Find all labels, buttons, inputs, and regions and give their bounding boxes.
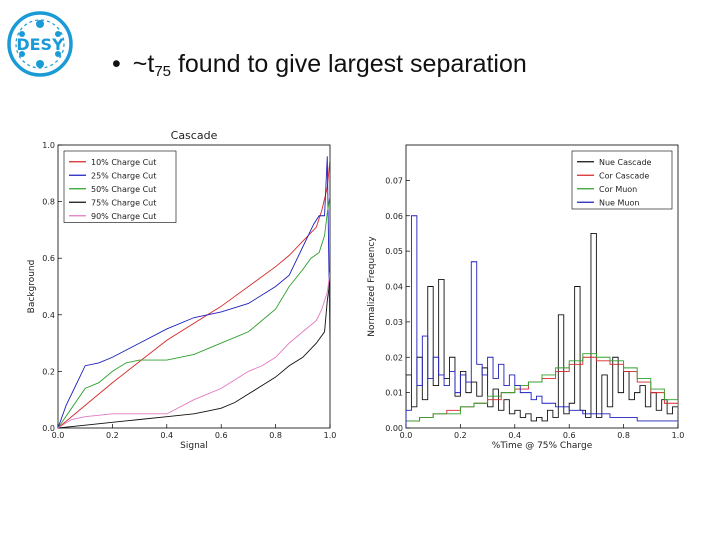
x-tick-label: 0.2: [106, 431, 119, 440]
legend-entry: Nue Cascade: [599, 158, 652, 167]
series-line-3: [406, 215, 678, 428]
x-tick-label: 0.8: [617, 431, 630, 440]
desy-logo-graphic: DESY: [7, 11, 73, 77]
heading-subscript: 75: [154, 63, 171, 80]
y-tick-label: 0.05: [385, 247, 403, 256]
legend-entry: Cor Cascade: [599, 171, 649, 180]
y-tick-label: 0.03: [385, 318, 403, 327]
x-tick-label: 1.0: [324, 431, 337, 440]
y-axis-label: Normalized Frequency: [367, 236, 377, 337]
x-tick-label: 0.4: [160, 431, 173, 440]
x-axis-label: %Time @ 75% Charge: [492, 441, 593, 451]
heading-prefix: ~t: [132, 50, 155, 78]
x-axis-label: Signal: [180, 441, 208, 451]
desy-logo: DESY: [6, 10, 74, 78]
legend-box: [63, 150, 177, 223]
bullet-point: • ~t75 found to give largest separation: [112, 50, 527, 80]
legend-entry: 50% Charge Cut: [91, 185, 156, 194]
legend-entry: 75% Charge Cut: [91, 198, 156, 207]
time-distribution-chart-svg: 0.0 0.2 0.4 0.6 0.8 1.0 0.00 0.01 0.02 0.03 0.04 0.…: [367, 144, 685, 451]
y-tick-label: 0.0: [42, 424, 55, 433]
cascade-chart: Cascade 0.0 0.2 0.4 0.6 0.8 1.0 0.0 0.2 0.4 0.6 0.8…: [20, 128, 340, 463]
y-tick-label: 0.02: [385, 353, 403, 362]
x-tick-label: 0.8: [269, 431, 282, 440]
logo-text: DESY: [16, 35, 64, 54]
x-tick-label: 0.0: [400, 431, 413, 440]
series-line-4: [58, 272, 330, 428]
series-line-2: [58, 195, 330, 428]
y-tick-label: 0.00: [385, 424, 403, 433]
y-tick-label: 1.0: [42, 141, 55, 150]
legend-entry: 25% Charge Cut: [91, 171, 156, 180]
y-tick-label: 0.01: [385, 389, 403, 398]
legend-entry: 10% Charge Cut: [91, 158, 156, 167]
x-tick-label: 0.6: [563, 431, 576, 440]
y-tick-label: 0.6: [42, 254, 55, 263]
y-tick-label: 0.06: [385, 212, 403, 221]
time-distribution-chart: 0.0 0.2 0.4 0.6 0.8 1.0 0.00 0.01 0.02 0.03 0.04 0.…: [360, 128, 700, 463]
x-tick-label: 0.2: [454, 431, 467, 440]
y-axis-label: Background: [27, 260, 37, 314]
series-line-1: [58, 156, 330, 428]
y-tick-label: 0.8: [42, 198, 55, 207]
legend-entry: 90% Charge Cut: [91, 212, 156, 221]
legend-box: [571, 150, 673, 210]
y-tick-label: 0.07: [385, 176, 403, 185]
y-tick-label: 0.4: [42, 311, 55, 320]
x-tick-label: 1.0: [672, 431, 685, 440]
legend-entry: Cor Muon: [599, 185, 637, 194]
x-tick-label: 0.0: [52, 431, 65, 440]
y-tick-label: 0.2: [42, 367, 55, 376]
series-line-0: [58, 159, 330, 428]
heading-suffix: found to give largest separation: [171, 50, 527, 78]
series-line-2: [406, 353, 678, 428]
chart-title: Cascade: [171, 129, 218, 142]
y-tick-label: 0.04: [385, 283, 403, 292]
x-tick-label: 0.6: [215, 431, 228, 440]
series-line-3: [58, 280, 330, 428]
cascade-chart-svg: Cascade 0.0 0.2 0.4 0.6 0.8 1.0 0.0 0.2 0.4 0.6 0.8…: [27, 129, 337, 451]
legend-entry: Nue Muon: [599, 198, 639, 207]
x-tick-label: 0.4: [508, 431, 521, 440]
bullet-symbol: •: [112, 50, 121, 78]
series-line-0: [406, 232, 678, 428]
